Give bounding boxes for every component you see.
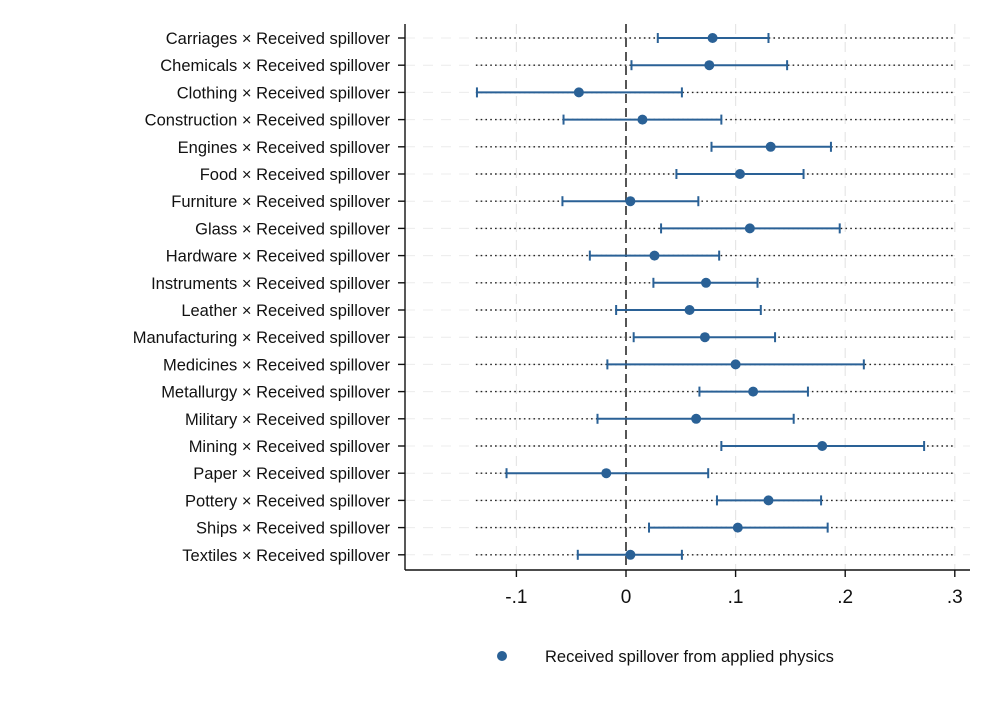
point-estimate xyxy=(734,169,745,179)
vertical-gridlines xyxy=(515,24,956,570)
point-estimate xyxy=(649,250,660,261)
category-label: Engines × Received spillover xyxy=(178,139,391,157)
point-estimate xyxy=(699,332,710,343)
point-estimate xyxy=(744,223,755,234)
point-estimate xyxy=(732,522,743,533)
point-estimate xyxy=(704,60,715,71)
point-estimate xyxy=(625,549,636,560)
point-estimate xyxy=(625,196,636,207)
category-label: Glass × Received spillover xyxy=(195,220,390,238)
point-estimate xyxy=(730,359,741,370)
confidence-intervals xyxy=(475,33,926,560)
point-estimate xyxy=(691,413,702,424)
category-label: Clothing × Received spillover xyxy=(177,84,391,102)
x-tick-labels: -.1 0 .1 .2 .3 xyxy=(505,587,962,608)
point-estimate xyxy=(763,495,774,506)
point-estimate xyxy=(765,141,776,152)
category-label: Carriages × Received spillover xyxy=(166,30,391,48)
category-labels: Carriages × Received spillover Chemicals … xyxy=(133,30,391,565)
category-label: Military × Received spillover xyxy=(185,411,390,429)
category-label: Metallurgy × Received spillover xyxy=(161,384,390,402)
category-label: Pottery × Received spillover xyxy=(185,492,390,510)
x-tick-label: .3 xyxy=(947,587,963,608)
legend: Received spillover from applied physics xyxy=(497,648,834,666)
category-label: Medicines × Received spillover xyxy=(163,356,390,374)
category-label: Leather × Received spillover xyxy=(181,302,390,320)
category-label: Food × Received spillover xyxy=(200,166,391,184)
legend-marker xyxy=(497,651,507,661)
category-label: Mining × Received spillover xyxy=(189,438,391,456)
category-label: Ships × Received spillover xyxy=(196,520,390,538)
row-guide-lines xyxy=(405,37,970,556)
x-tick-label: .1 xyxy=(728,587,744,608)
point-estimate xyxy=(701,277,712,288)
category-label: Textiles × Received spillover xyxy=(182,547,390,565)
point-estimate xyxy=(748,386,759,397)
category-label: Hardware × Received spillover xyxy=(166,248,391,266)
point-estimate xyxy=(707,33,718,43)
x-tick-label: 0 xyxy=(621,587,632,608)
point-estimate xyxy=(637,114,648,125)
point-estimate xyxy=(601,468,612,479)
category-label: Chemicals × Received spillover xyxy=(160,57,390,75)
axes xyxy=(398,24,970,577)
point-estimate xyxy=(684,305,695,315)
category-label: Paper × Received spillover xyxy=(193,465,390,483)
x-tick-label: -.1 xyxy=(505,587,527,608)
legend-label: Received spillover from applied physics xyxy=(545,648,834,666)
category-label: Construction × Received spillover xyxy=(145,112,391,130)
category-label: Manufacturing × Received spillover xyxy=(133,329,391,347)
category-label: Furniture × Received spillover xyxy=(171,193,390,211)
category-label: Instruments × Received spillover xyxy=(151,275,390,293)
point-estimates xyxy=(573,33,828,560)
point-estimate xyxy=(573,87,584,98)
point-estimate xyxy=(817,441,828,451)
x-tick-label: .2 xyxy=(837,587,853,608)
